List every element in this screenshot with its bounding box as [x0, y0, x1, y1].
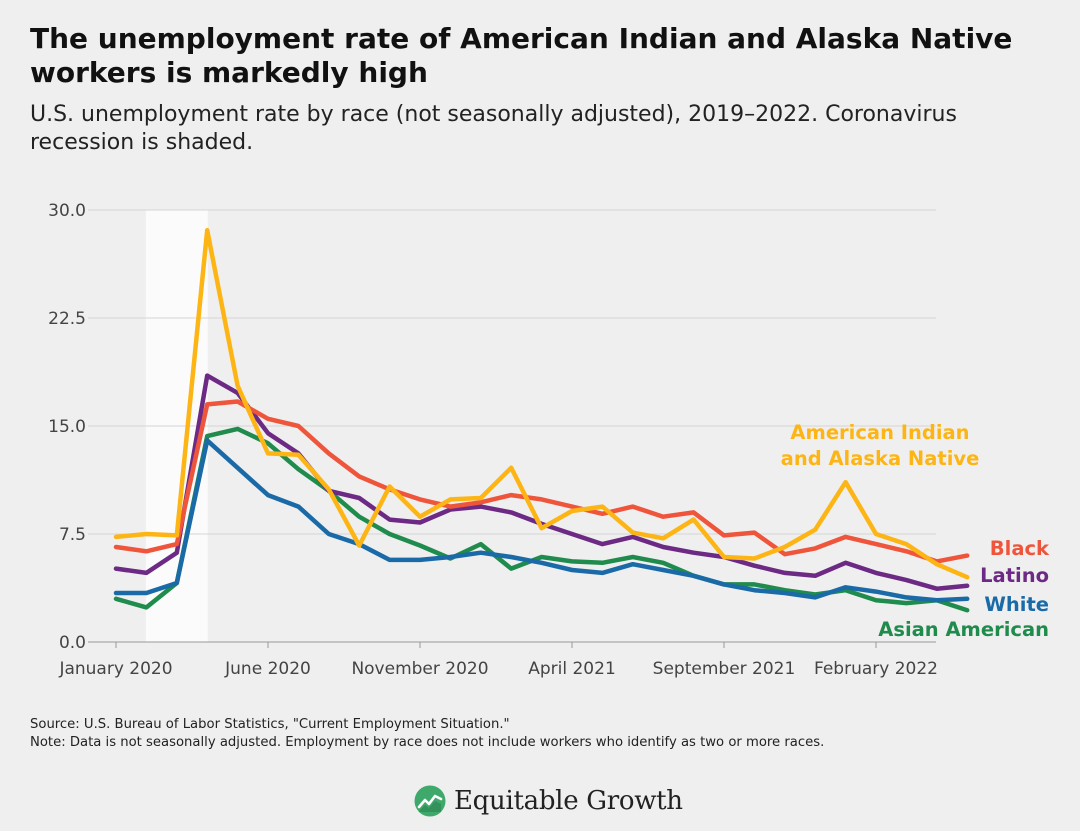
growth-chart-icon	[414, 785, 446, 817]
y-tick-label: 22.5	[48, 309, 86, 329]
equitable-growth-logo: Equitable Growth	[414, 784, 683, 818]
series-label-latino: Latino	[980, 564, 1049, 587]
chart-subtitle: U.S. unemployment rate by race (not seas…	[30, 102, 957, 155]
x-tick-label: February 2022	[814, 659, 938, 679]
series-label-white: White	[984, 593, 1049, 616]
x-tick-label: April 2021	[528, 659, 616, 679]
line-chart: 0.0 7.5 15.0 22.5 30.0 January 2020 June 2020 N…	[48, 201, 1050, 679]
series-label-american-indian-and-alaska-native: American Indian and Alaska Native	[781, 421, 980, 470]
x-tick-label: June 2020	[224, 659, 311, 679]
x-tick-label: November 2020	[351, 659, 488, 679]
source-note: Source: U.S. Bureau of Labor Statistics,…	[30, 717, 510, 732]
y-tick-label: 0.0	[59, 633, 86, 653]
logo-text: Equitable Growth	[454, 786, 683, 816]
series-line-black	[113, 399, 970, 564]
chart-title: The unemployment rate of American Indian…	[30, 22, 1013, 89]
series-line-american-indian-and-alaska-native	[113, 227, 970, 580]
x-tick-label: January 2020	[58, 659, 172, 679]
data-note: Note: Data is not seasonally adjusted. E…	[30, 735, 825, 750]
x-tick-label: September 2021	[653, 659, 796, 679]
series-line-white	[113, 438, 970, 603]
series-label-asian-american: Asian American	[878, 618, 1049, 641]
y-tick-label: 15.0	[48, 417, 86, 437]
y-tick-label: 7.5	[59, 525, 86, 545]
series-label-black: Black	[990, 537, 1050, 560]
y-tick-label: 30.0	[48, 201, 86, 221]
